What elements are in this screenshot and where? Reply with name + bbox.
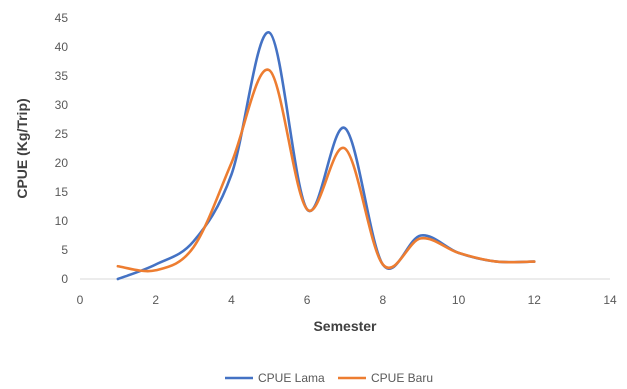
legend-label: CPUE Lama xyxy=(258,371,325,385)
y-tick-label: 0 xyxy=(61,272,68,286)
y-tick-label: 5 xyxy=(61,243,68,257)
y-tick-label: 35 xyxy=(55,69,69,83)
y-axis-title: CPUE (Kg/Trip) xyxy=(14,98,30,198)
y-tick-label: 20 xyxy=(55,156,69,170)
x-tick-label: 14 xyxy=(603,293,617,307)
x-tick-label: 12 xyxy=(528,293,542,307)
y-tick-label: 10 xyxy=(55,214,69,228)
x-tick-label: 6 xyxy=(304,293,311,307)
x-axis-title: Semester xyxy=(313,318,377,334)
x-tick-label: 10 xyxy=(452,293,466,307)
plot-area xyxy=(80,31,610,281)
series-line-cpue-baru xyxy=(116,68,536,273)
y-axis-ticks: 0 5 10 15 20 25 30 35 40 45 xyxy=(55,11,69,286)
x-axis-ticks: 0 2 4 6 8 10 12 14 xyxy=(77,293,617,307)
x-tick-label: 8 xyxy=(380,293,387,307)
series-line-cpue-lama xyxy=(116,31,536,281)
y-tick-label: 40 xyxy=(55,40,69,54)
y-tick-label: 45 xyxy=(55,11,69,25)
y-tick-label: 25 xyxy=(55,127,69,141)
y-tick-label: 30 xyxy=(55,98,69,112)
x-tick-label: 0 xyxy=(77,293,84,307)
y-tick-label: 15 xyxy=(55,185,69,199)
legend: CPUE Lama CPUE Baru xyxy=(225,371,433,385)
legend-label: CPUE Baru xyxy=(371,371,433,385)
x-tick-label: 2 xyxy=(152,293,159,307)
x-tick-label: 4 xyxy=(228,293,235,307)
